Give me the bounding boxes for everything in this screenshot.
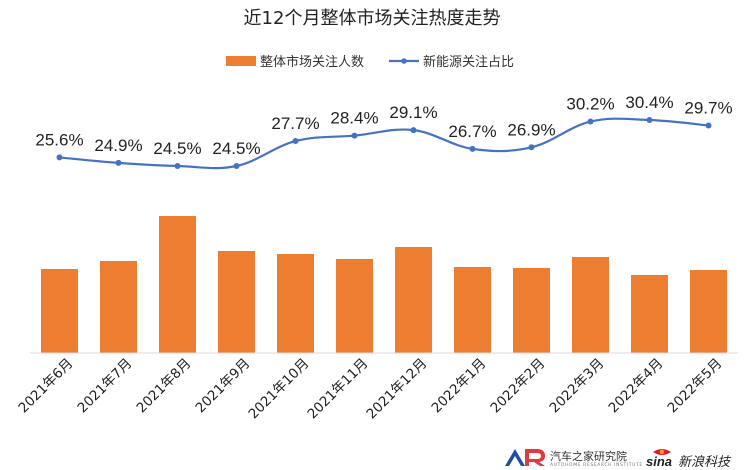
data-label-2022年2月: 26.9% [507, 120, 555, 139]
x-tick-2022年2月: 2022年2月 [488, 356, 549, 417]
bar-2022年1月 [454, 267, 491, 353]
legend-swatch-marker [401, 58, 407, 64]
autohome-logo-subtext: AUTOHOME RESEARCH INSTITUTE [550, 462, 643, 468]
data-label-2021年7月: 24.9% [94, 136, 142, 155]
x-tick-2022年4月: 2022年4月 [606, 356, 667, 417]
line-point-2022年4月 [646, 117, 653, 123]
data-label-2022年5月: 29.7% [684, 98, 732, 117]
sina-eye-pupil-icon [659, 449, 665, 455]
line-point-2021年12月 [410, 127, 417, 134]
x-tick-2022年3月: 2022年3月 [547, 356, 608, 417]
bar-2021年7月 [100, 261, 137, 353]
x-tick-2021年8月: 2021年8月 [134, 356, 195, 417]
bar-2021年12月 [395, 247, 432, 353]
bar-2022年5月 [690, 270, 727, 353]
autohome-logo-mark-r [525, 449, 545, 466]
data-label-2022年1月: 26.7% [448, 122, 496, 141]
sina-wordmark: sina [646, 454, 672, 469]
data-label-2021年8月: 24.5% [153, 139, 201, 158]
line-point-2021年10月 [292, 138, 299, 145]
data-label-2021年10月: 27.7% [271, 114, 319, 133]
data-label-2021年11月: 28.4% [330, 109, 378, 128]
bar-2021年6月 [41, 269, 78, 353]
data-label-2022年4月: 30.4% [625, 93, 673, 112]
x-tick-2021年12月: 2021年12月 [363, 356, 430, 423]
data-labels-layer: 25.6% 24.9% 24.5% 24.5% 27.7% 28.4% 29.1% 26.7%… [35, 93, 732, 158]
line-point-2022年1月 [469, 145, 476, 152]
x-tick-labels: 2021年6月2021年7月2021年8月2021年9月2021年10月2021… [16, 356, 726, 423]
legend-swatch-bar [226, 56, 256, 66]
line-point-2021年6月 [56, 154, 63, 161]
x-tick-2022年5月: 2022年5月 [665, 356, 726, 417]
x-tick-2022年1月: 2022年1月 [429, 356, 490, 417]
data-label-2021年12月: 29.1% [389, 103, 437, 122]
line-layer [56, 117, 712, 170]
bar-2021年9月 [218, 251, 255, 353]
line-point-2021年8月 [174, 163, 181, 169]
bar-2022年2月 [513, 268, 550, 353]
line-point-2021年7月 [115, 159, 122, 166]
sina-logo-text: 新浪科技 [678, 454, 732, 470]
legend-label-line: 新能源关注占比 [423, 54, 514, 70]
line-point-2022年3月 [587, 118, 594, 125]
sina-logo: sina 新浪科技 [646, 449, 732, 470]
bar-2021年8月 [159, 216, 196, 353]
bar-2021年11月 [336, 259, 373, 353]
autohome-logo: 汽车之家研究院 AUTOHOME RESEARCH INSTITUTE [505, 449, 643, 468]
legend-label-bar: 整体市场关注人数 [260, 54, 364, 70]
line-point-2021年11月 [351, 132, 358, 139]
bar-2022年4月 [631, 275, 668, 353]
autohome-logo-text: 汽车之家研究院 [550, 449, 627, 463]
x-tick-2021年6月: 2021年6月 [16, 356, 77, 417]
line-point-2022年2月 [528, 144, 535, 151]
bar-2021年10月 [277, 254, 314, 353]
data-label-2022年3月: 30.2% [566, 95, 614, 114]
data-label-2021年6月: 25.6% [35, 130, 83, 149]
bar-2022年3月 [572, 257, 609, 353]
autohome-logo-mark [505, 449, 525, 466]
legend: 整体市场关注人数 新能源关注占比 [226, 54, 514, 70]
x-tick-2021年7月: 2021年7月 [75, 356, 136, 417]
x-tick-2021年11月: 2021年11月 [304, 356, 371, 423]
data-label-2021年9月: 24.5% [212, 139, 260, 158]
line-point-2021年9月 [233, 163, 240, 169]
chart-title: 近12个月整体市场关注热度走势 [244, 8, 501, 29]
line-point-2022年5月 [705, 122, 712, 129]
x-tick-2021年10月: 2021年10月 [245, 356, 312, 423]
bars-layer [41, 216, 727, 353]
x-tick-2021年9月: 2021年9月 [193, 356, 254, 417]
